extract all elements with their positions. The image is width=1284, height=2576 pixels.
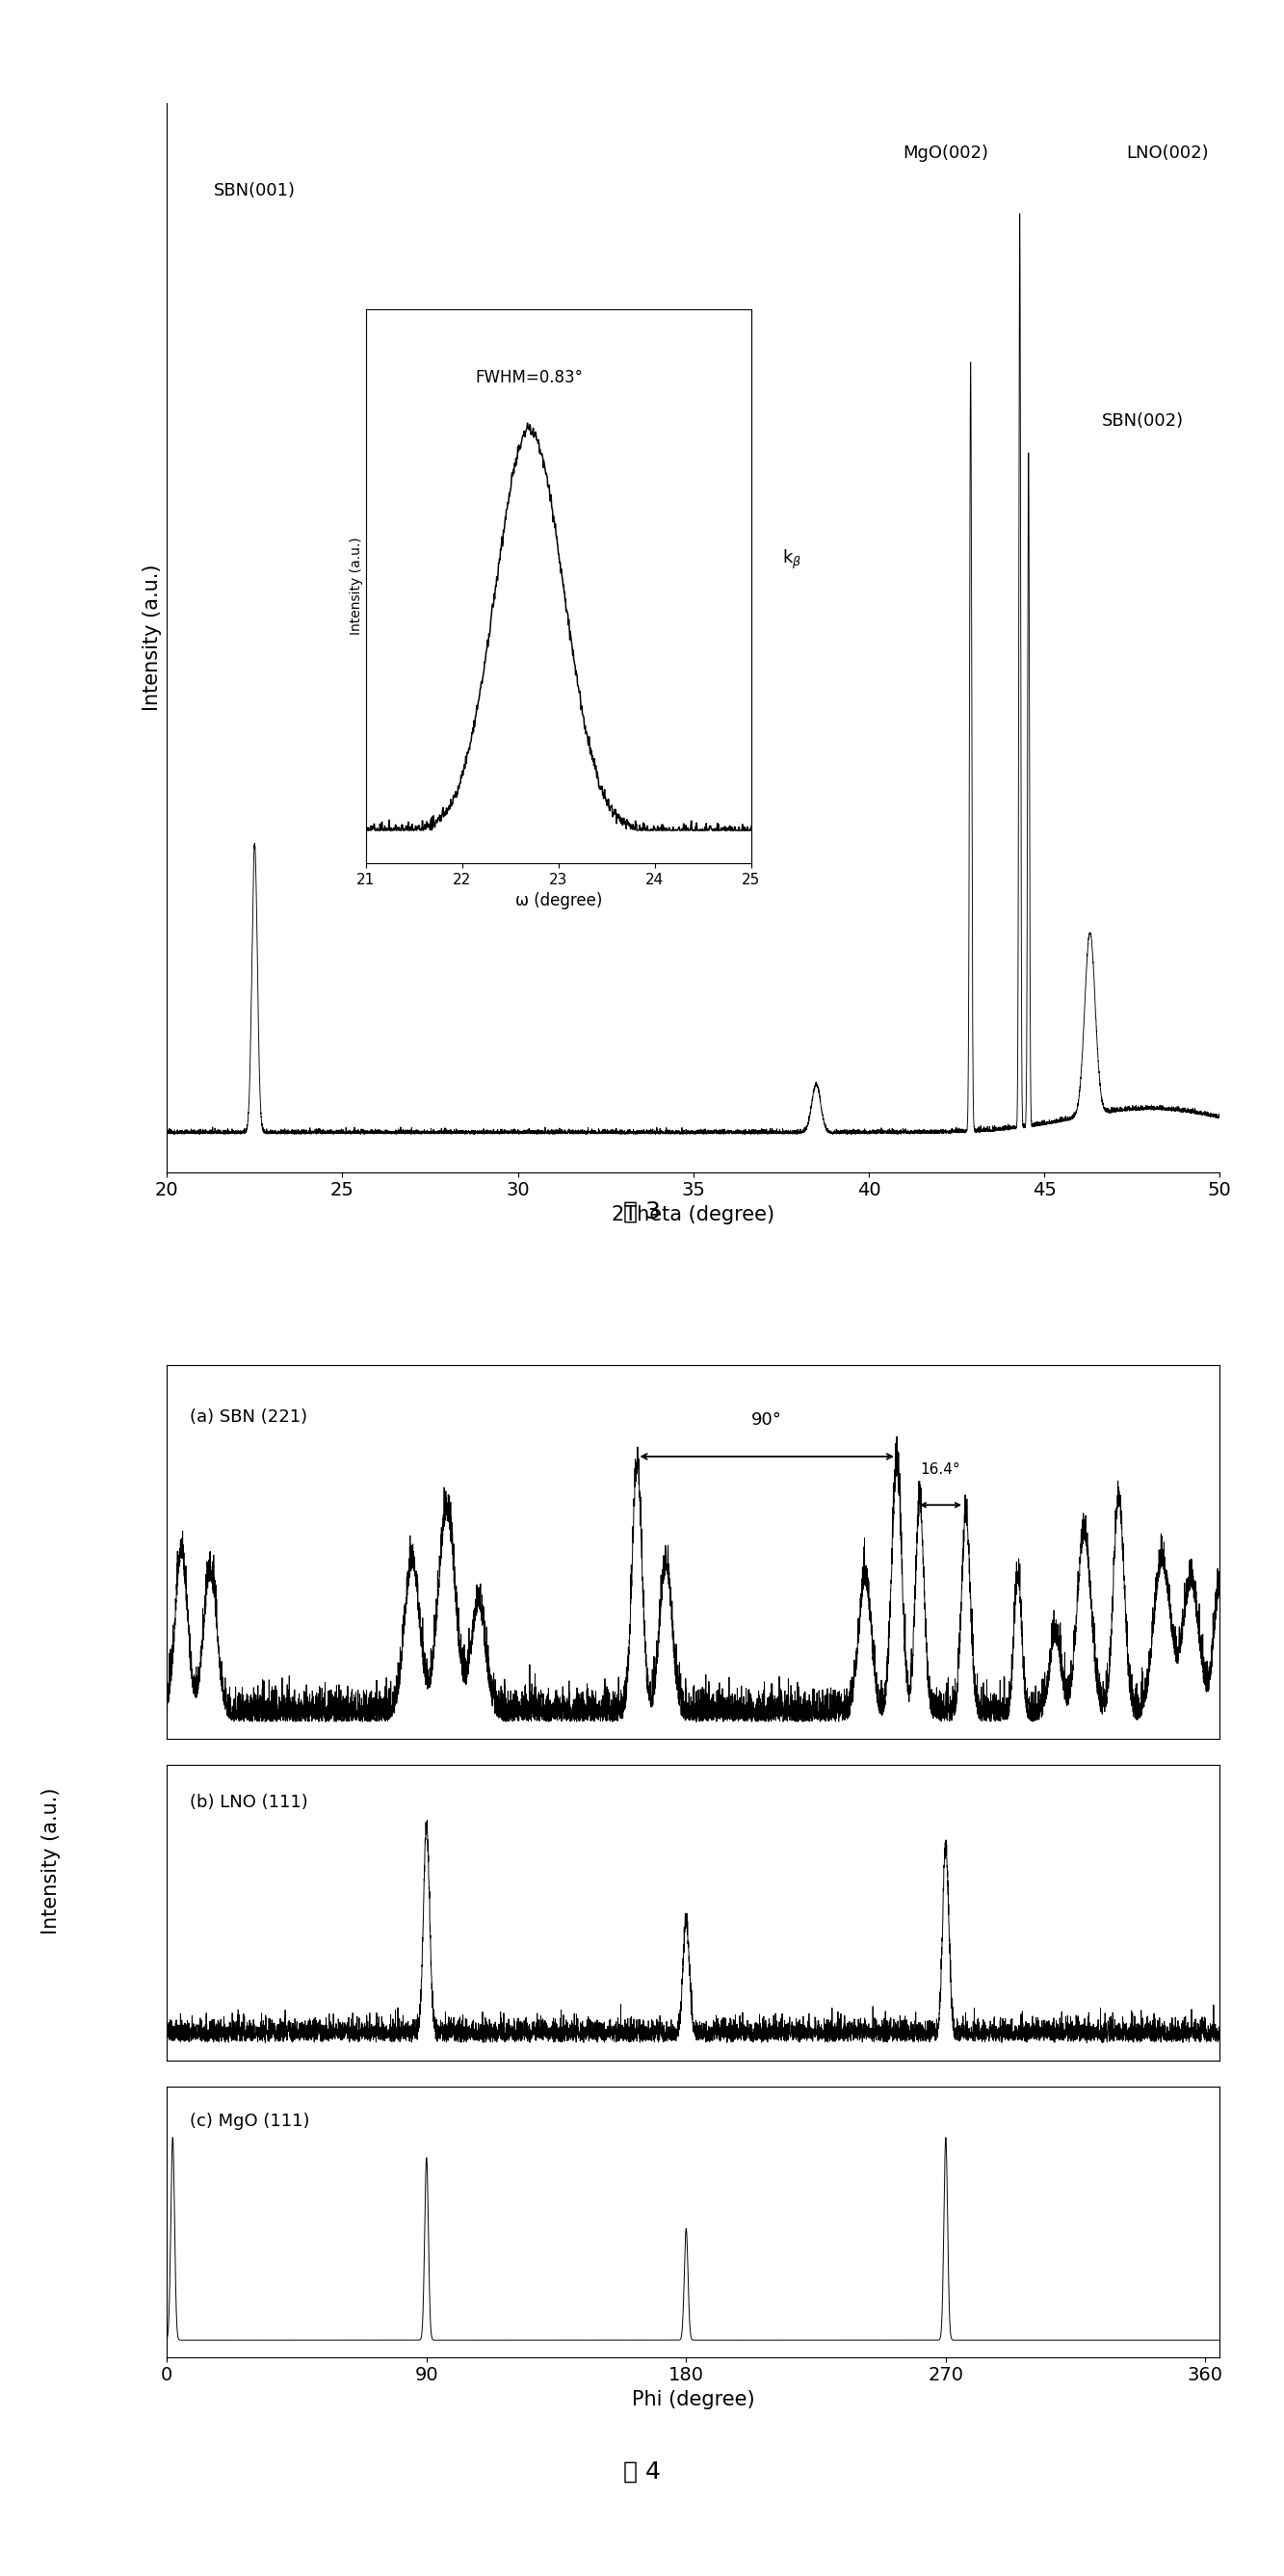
Text: k$_\beta$: k$_\beta$ — [782, 549, 801, 572]
Text: LNO(002): LNO(002) — [1126, 144, 1208, 162]
X-axis label: ω (degree): ω (degree) — [515, 891, 602, 909]
Text: 16.4°: 16.4° — [921, 1463, 960, 1476]
Text: (b) LNO (111): (b) LNO (111) — [190, 1793, 308, 1811]
X-axis label: Phi (degree): Phi (degree) — [632, 2391, 755, 2409]
Y-axis label: Intensity (a.u.): Intensity (a.u.) — [349, 536, 363, 636]
Y-axis label: Intensity (a.u.): Intensity (a.u.) — [143, 564, 162, 711]
Text: 图 4: 图 4 — [623, 2460, 661, 2483]
Text: MgO(002): MgO(002) — [903, 144, 989, 162]
Text: (a) SBN (221): (a) SBN (221) — [190, 1409, 308, 1425]
Text: 90°: 90° — [751, 1412, 782, 1430]
Text: FWHM=0.83°: FWHM=0.83° — [475, 368, 584, 386]
Text: SBN(002): SBN(002) — [1102, 412, 1184, 430]
X-axis label: 2Theta (degree): 2Theta (degree) — [612, 1206, 774, 1224]
Text: SBN(001): SBN(001) — [213, 183, 295, 198]
Text: 图 3: 图 3 — [623, 1200, 661, 1224]
Text: Intensity (a.u.): Intensity (a.u.) — [41, 1788, 62, 1935]
Text: (c) MgO (111): (c) MgO (111) — [190, 2112, 309, 2130]
